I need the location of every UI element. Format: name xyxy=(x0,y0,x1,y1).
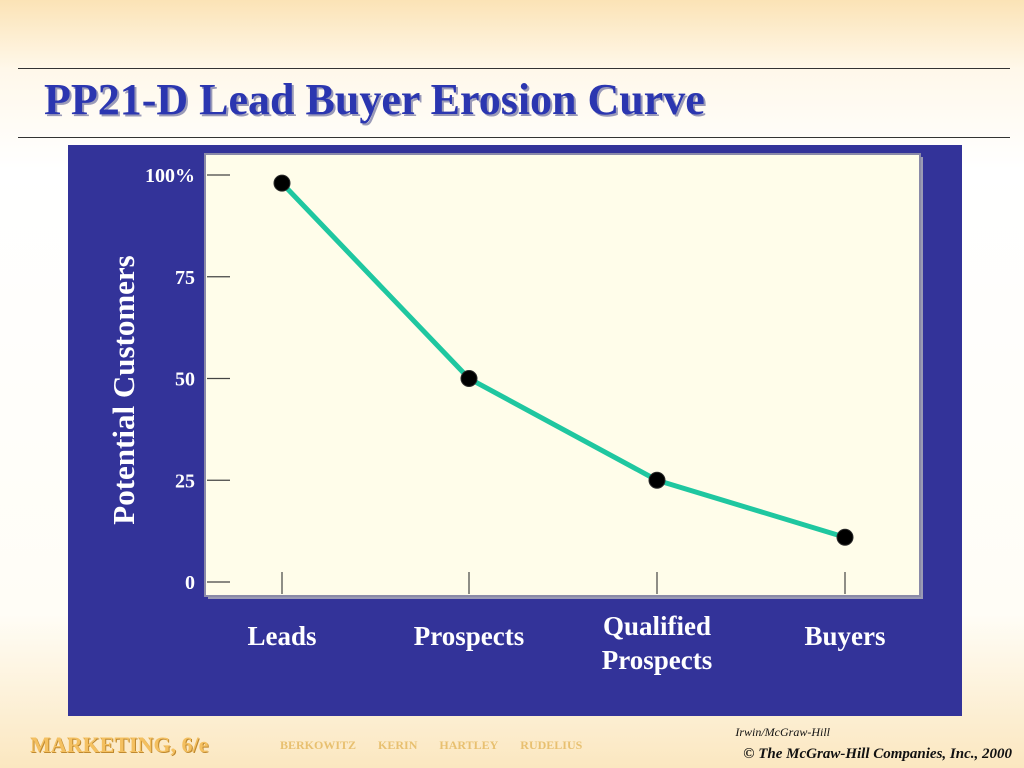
author-name: KERIN xyxy=(378,738,418,752)
title-bottom-rule xyxy=(18,137,1010,138)
erosion-chart: 0 25 50 75 100% Potential Customers Leads Prosp… xyxy=(106,153,923,675)
title-top-rule xyxy=(18,68,1010,69)
series-line xyxy=(279,180,848,540)
data-point-marker xyxy=(648,471,666,489)
author-name: HARTLEY xyxy=(439,738,499,752)
footer-publisher: Irwin/McGraw-Hill xyxy=(735,725,830,739)
author-name: BERKOWITZ xyxy=(280,738,357,752)
footer-authors: BERKOWITZ KERIN HARTLEY RUDELIUS xyxy=(280,738,582,753)
x-category-label: Prospects xyxy=(414,621,524,651)
chart-panel: 0 25 50 75 100% Potential Customers Leads Prosp… xyxy=(68,145,962,716)
x-category-label: Qualified Prospects xyxy=(602,611,712,675)
data-point-marker xyxy=(836,528,854,546)
footer-copyright: © The McGraw-Hill Companies, Inc., 2000 xyxy=(743,746,1012,762)
y-axis-title: Potential Customers xyxy=(106,255,141,524)
data-point-marker xyxy=(460,370,478,387)
data-point-marker xyxy=(273,174,291,192)
y-tick-label: 50 xyxy=(175,369,195,391)
x-category-label: Buyers xyxy=(805,621,886,651)
footer-brand: MARKETING, 6/e xyxy=(30,732,209,757)
author-name: RUDELIUS xyxy=(520,738,583,752)
y-tick-label: 25 xyxy=(175,470,195,492)
y-tick-label: 75 xyxy=(175,267,195,289)
slide-title: PP21-D Lead Buyer Erosion Curve xyxy=(44,75,705,124)
x-category-label: Leads xyxy=(247,621,316,651)
y-tick-label: 0 xyxy=(185,572,195,594)
y-tick-label: 100% xyxy=(145,165,195,187)
